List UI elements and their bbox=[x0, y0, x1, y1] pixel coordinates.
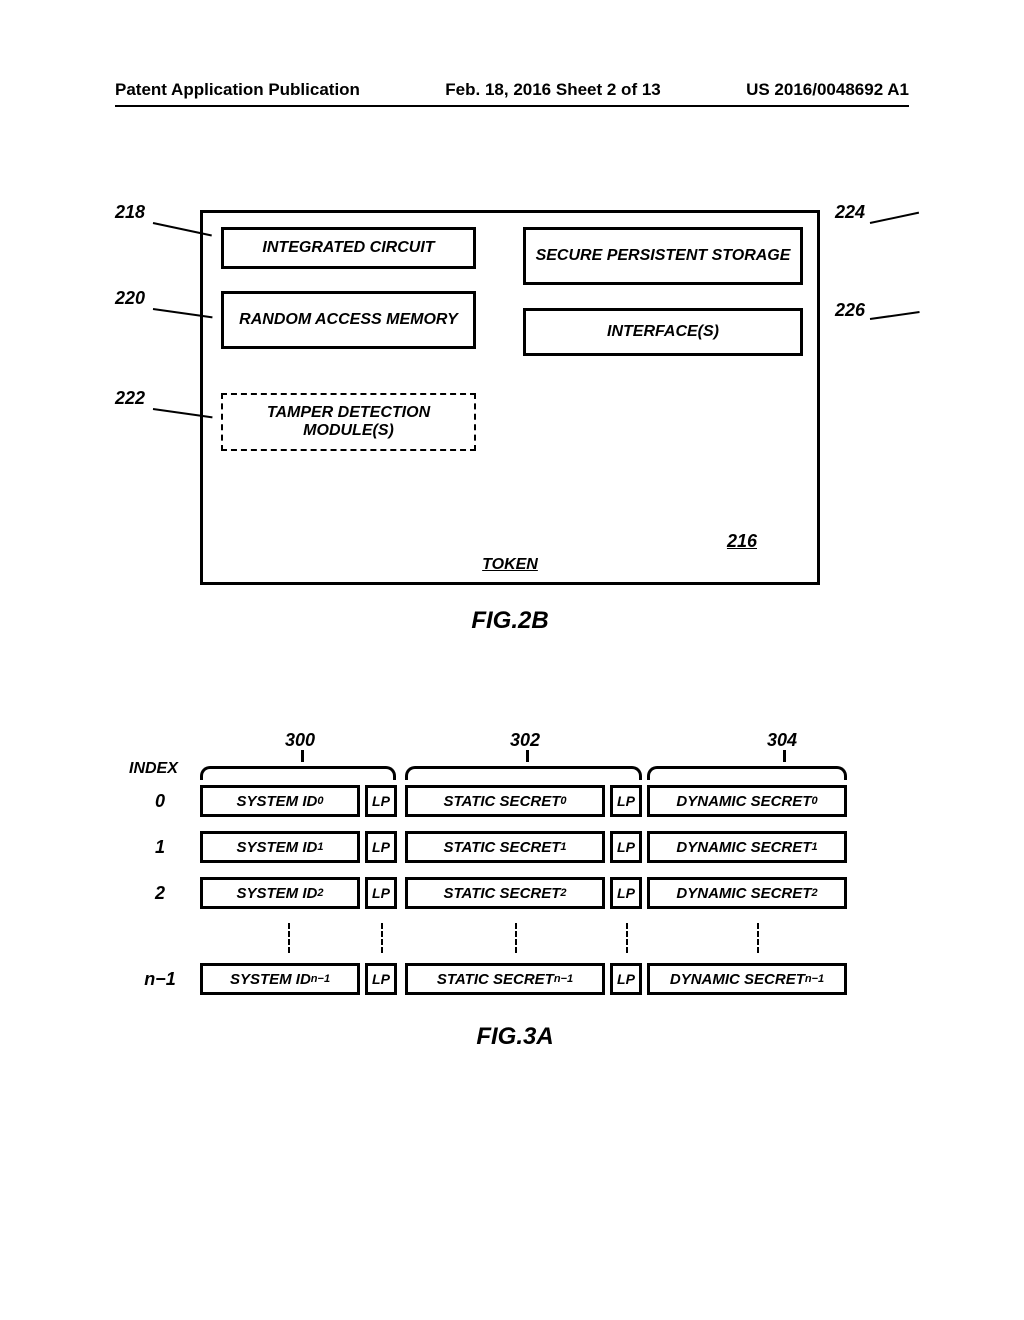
cell-dynamic-secret: DYNAMIC SECRET1 bbox=[647, 831, 847, 863]
fig3a-caption: FIG.3A bbox=[115, 1023, 915, 1051]
cell-dynamic-secret: DYNAMIC SECRET2 bbox=[647, 877, 847, 909]
box-tamper-detection: TAMPER DETECTION MODULE(S) bbox=[221, 393, 476, 451]
table-row: 2SYSTEM ID2LPSTATIC SECRET2LPDYNAMIC SEC… bbox=[115, 877, 915, 917]
ref-226: 226 bbox=[835, 300, 865, 321]
cell-dynamic-secret: DYNAMIC SECRET0 bbox=[647, 785, 847, 817]
token-box: INTEGRATED CIRCUIT RANDOM ACCESS MEMORY … bbox=[200, 210, 820, 585]
row-index: n−1 bbox=[135, 969, 185, 990]
cell-system-id: SYSTEM ID2 bbox=[200, 877, 360, 909]
fig-3a: INDEX 300 302 304 0SYSTEM ID0LPSTATIC SE… bbox=[115, 730, 915, 1051]
cell-system-id: SYSTEM ID0 bbox=[200, 785, 360, 817]
page-header: Patent Application Publication Feb. 18, … bbox=[115, 80, 909, 100]
ellipsis-dash bbox=[626, 923, 628, 953]
token-ref-num: 216 bbox=[727, 531, 757, 552]
ref-222: 222 bbox=[115, 388, 145, 409]
cell-system-id: SYSTEM ID1 bbox=[200, 831, 360, 863]
cell-static-secret: STATIC SECRET2 bbox=[405, 877, 605, 909]
ellipsis-dash bbox=[757, 923, 759, 953]
header-left: Patent Application Publication bbox=[115, 80, 360, 100]
bracket-302 bbox=[405, 766, 642, 780]
ref-218: 218 bbox=[115, 202, 145, 223]
box-secure-storage: SECURE PERSISTENT STORAGE bbox=[523, 227, 803, 285]
box-interfaces: INTERFACE(S) bbox=[523, 308, 803, 356]
box-integrated-circuit: INTEGRATED CIRCUIT bbox=[221, 227, 476, 269]
fig-2b: 218 220 222 224 226 INTEGRATED CIRCUIT R… bbox=[115, 210, 915, 635]
patent-page: Patent Application Publication Feb. 18, … bbox=[0, 0, 1024, 1320]
box-ram: RANDOM ACCESS MEMORY bbox=[221, 291, 476, 349]
lp-cell: LP bbox=[610, 831, 642, 863]
lp-cell: LP bbox=[610, 877, 642, 909]
lp-cell: LP bbox=[365, 963, 397, 995]
token-label: TOKEN bbox=[203, 556, 817, 574]
fig3a-rows: 0SYSTEM ID0LPSTATIC SECRET0LPDYNAMIC SEC… bbox=[115, 785, 915, 1003]
ellipsis-dash bbox=[288, 923, 290, 953]
table-row: 1SYSTEM ID1LPSTATIC SECRET1LPDYNAMIC SEC… bbox=[115, 831, 915, 871]
bracket-300 bbox=[200, 766, 396, 780]
bracket-304 bbox=[647, 766, 847, 780]
row-gap bbox=[115, 923, 915, 957]
fig2b-caption: FIG.2B bbox=[200, 607, 820, 635]
header-center: Feb. 18, 2016 Sheet 2 of 13 bbox=[445, 80, 660, 100]
lead-226 bbox=[870, 311, 920, 320]
col-ref-302: 302 bbox=[510, 730, 540, 751]
table-row: 0SYSTEM ID0LPSTATIC SECRET0LPDYNAMIC SEC… bbox=[115, 785, 915, 825]
ref-224: 224 bbox=[835, 202, 865, 223]
cell-dynamic-secret: DYNAMIC SECRETn−1 bbox=[647, 963, 847, 995]
ellipsis-dash bbox=[515, 923, 517, 953]
tick-302 bbox=[526, 750, 529, 762]
cell-static-secret: STATIC SECRET1 bbox=[405, 831, 605, 863]
header-right: US 2016/0048692 A1 bbox=[746, 80, 909, 100]
lead-224 bbox=[870, 212, 919, 224]
header-rule bbox=[115, 105, 909, 107]
row-index: 2 bbox=[135, 883, 185, 904]
ref-220: 220 bbox=[115, 288, 145, 309]
ellipsis-dash bbox=[381, 923, 383, 953]
index-header: INDEX bbox=[129, 760, 178, 778]
lp-cell: LP bbox=[365, 785, 397, 817]
lp-cell: LP bbox=[365, 831, 397, 863]
col-ref-304: 304 bbox=[767, 730, 797, 751]
lp-cell: LP bbox=[610, 963, 642, 995]
table-row: n−1SYSTEM IDn−1LPSTATIC SECRETn−1LPDYNAM… bbox=[115, 963, 915, 1003]
lp-cell: LP bbox=[610, 785, 642, 817]
cell-static-secret: STATIC SECRETn−1 bbox=[405, 963, 605, 995]
tick-300 bbox=[301, 750, 304, 762]
lp-cell: LP bbox=[365, 877, 397, 909]
tick-304 bbox=[783, 750, 786, 762]
col-ref-300: 300 bbox=[285, 730, 315, 751]
row-index: 1 bbox=[135, 837, 185, 858]
row-index: 0 bbox=[135, 791, 185, 812]
cell-system-id: SYSTEM IDn−1 bbox=[200, 963, 360, 995]
fig3a-col-headers: INDEX 300 302 304 bbox=[115, 730, 915, 785]
cell-static-secret: STATIC SECRET0 bbox=[405, 785, 605, 817]
